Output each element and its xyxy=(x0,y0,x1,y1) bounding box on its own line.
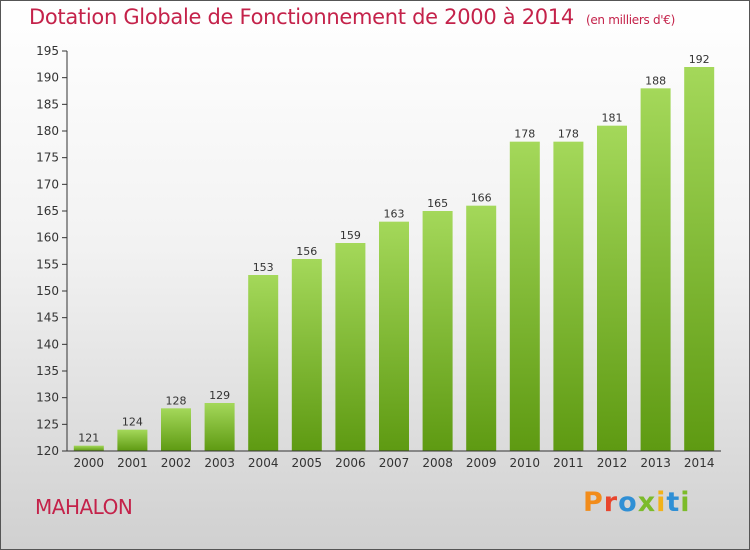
data-label-2003: 129 xyxy=(209,389,230,402)
y-tick-label: 130 xyxy=(36,391,59,405)
y-tick-label: 140 xyxy=(36,337,59,351)
bar-2012 xyxy=(597,125,627,452)
y-tick-label: 145 xyxy=(36,311,59,325)
y-tick-label: 125 xyxy=(36,417,59,431)
bar-2004 xyxy=(248,275,279,451)
proxiti-logo[interactable]: Proxiti xyxy=(583,487,691,518)
data-label-2004: 153 xyxy=(253,261,274,274)
data-label-2013: 188 xyxy=(645,74,666,87)
y-tick-label: 185 xyxy=(36,97,59,111)
chart-title: Dotation Globale de Fonctionnement de 20… xyxy=(29,5,675,29)
bar-2001 xyxy=(117,429,148,451)
y-axis: 120 125 130 135 140 145 150 155 160 165 170 175 180 1… xyxy=(36,44,68,458)
logo-letter: x xyxy=(637,487,657,518)
bar-2010 xyxy=(509,141,540,451)
data-label-2000: 121 xyxy=(78,432,99,445)
bar-2013 xyxy=(640,88,671,451)
bar-2002 xyxy=(161,408,191,451)
bar-2007 xyxy=(379,221,409,451)
x-tick-label: 2007 xyxy=(379,456,410,470)
x-tick-label: 2012 xyxy=(597,456,628,470)
logo-letter: r xyxy=(603,487,619,518)
x-tick-label: 2001 xyxy=(117,456,148,470)
bar-2009 xyxy=(466,205,497,451)
y-tick-label: 135 xyxy=(36,364,59,378)
x-tick-label: 2014 xyxy=(684,456,715,470)
y-tick-label: 165 xyxy=(36,204,59,218)
x-tick-label: 2000 xyxy=(74,456,105,470)
y-tick-label: 155 xyxy=(36,257,59,271)
logo-letter: i xyxy=(680,487,691,518)
x-tick-label: 2003 xyxy=(204,456,235,470)
bar-2003 xyxy=(204,403,235,451)
title-unit: (en milliers d'€) xyxy=(585,13,675,27)
data-label-2011: 178 xyxy=(558,128,579,141)
bars: 121 124 128 129 153 156 159 163 165 166 178 178 181 1… xyxy=(73,53,715,452)
y-tick-label: 195 xyxy=(36,44,59,58)
bar-2005 xyxy=(291,259,322,451)
data-label-2012: 181 xyxy=(602,112,623,125)
x-tick-label: 2013 xyxy=(640,456,671,470)
y-tick-label: 175 xyxy=(36,151,59,165)
x-tick-label: 2004 xyxy=(248,456,279,470)
x-tick-label: 2009 xyxy=(466,456,497,470)
data-label-2001: 124 xyxy=(122,416,143,429)
data-label-2005: 156 xyxy=(296,245,317,258)
x-tick-label: 2002 xyxy=(161,456,192,470)
logo-letter: i xyxy=(656,487,667,518)
y-tick-label: 190 xyxy=(36,71,59,85)
y-tick-label: 170 xyxy=(36,177,59,191)
x-tick-label: 2011 xyxy=(553,456,584,470)
bar-2006 xyxy=(335,243,366,451)
data-label-2008: 165 xyxy=(427,197,448,210)
title-text: Dotation Globale de Fonctionnement de 20… xyxy=(29,5,574,29)
bar-2008 xyxy=(422,211,453,451)
bar-2011 xyxy=(553,141,584,451)
x-tick-label: 2010 xyxy=(510,456,541,470)
x-tick-label: 2005 xyxy=(292,456,323,470)
data-label-2010: 178 xyxy=(514,128,535,141)
data-label-2014: 192 xyxy=(689,53,710,66)
y-tick-label: 180 xyxy=(36,124,59,138)
data-label-2007: 163 xyxy=(384,208,405,221)
y-tick-label: 150 xyxy=(36,284,59,298)
x-axis: 2000 2001 2002 2003 2004 2005 2006 2007 2008 2009… xyxy=(67,450,721,470)
y-tick-label: 120 xyxy=(36,444,59,458)
bar-2000 xyxy=(73,445,104,451)
data-label-2006: 159 xyxy=(340,229,361,242)
data-label-2002: 128 xyxy=(166,394,187,407)
logo-letter: t xyxy=(666,487,681,518)
x-tick-label: 2006 xyxy=(335,456,366,470)
x-tick-label: 2008 xyxy=(422,456,453,470)
logo-letter: P xyxy=(583,487,604,518)
bar-2014 xyxy=(684,67,715,451)
commune-name: MAHALON xyxy=(35,495,133,519)
logo-letter: o xyxy=(618,487,638,518)
data-label-2009: 166 xyxy=(471,192,492,205)
y-tick-label: 160 xyxy=(36,231,59,245)
